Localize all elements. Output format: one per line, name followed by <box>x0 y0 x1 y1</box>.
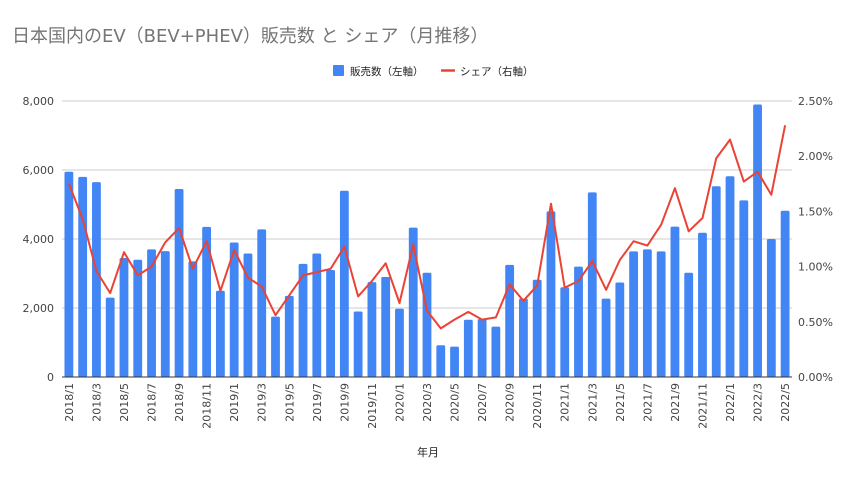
bar-2018-2 <box>78 176 88 377</box>
x-tick-label: 2020/1 <box>393 383 406 422</box>
x-tick-label: 2022/3 <box>752 383 765 422</box>
x-tick-label: 2021/1 <box>559 383 572 422</box>
x-tick-label: 2020/11 <box>531 383 544 429</box>
bar-2020-8 <box>491 326 501 377</box>
x-tick-label: 2019/3 <box>256 383 269 422</box>
bar-2020-10 <box>519 298 528 377</box>
x-tick-label: 2018/1 <box>63 383 76 422</box>
x-tick-label: 2021/11 <box>696 383 709 429</box>
bar-2021-2 <box>574 266 583 377</box>
bar-2022-1 <box>725 176 735 377</box>
y-right-tick-label: 2.50% <box>798 95 833 108</box>
bar-2021-4 <box>601 298 611 377</box>
y-right-tick-label: 0.00% <box>798 371 833 384</box>
bar-2019-5 <box>284 295 294 377</box>
legend-line-label: シェア（右軸） <box>460 65 534 78</box>
y-right-tick-label: 1.50% <box>798 205 833 218</box>
x-tick-label: 2019/11 <box>366 383 379 429</box>
x-axis-title: 年月 <box>417 445 439 459</box>
bar-2018-9 <box>174 188 184 377</box>
x-tick-label: 2018/9 <box>173 383 186 422</box>
bar-2021-10 <box>684 272 694 377</box>
bar-2018-8 <box>160 251 170 377</box>
x-tick-label: 2018/7 <box>146 383 159 422</box>
x-tick-label: 2019/5 <box>283 383 296 422</box>
x-tick-label: 2020/3 <box>421 383 434 422</box>
bar-2021-5 <box>615 282 625 377</box>
bar-2019-11 <box>367 282 377 377</box>
bar-2022-5 <box>780 210 790 377</box>
bar-2020-1 <box>395 308 404 377</box>
bar-2021-3 <box>587 192 597 377</box>
bar-2019-3 <box>257 229 267 377</box>
x-tick-label: 2021/5 <box>614 383 627 422</box>
bar-2019-7 <box>312 253 322 377</box>
bar-2020-5 <box>450 346 459 377</box>
x-tick-label: 2018/5 <box>118 383 131 422</box>
x-tick-label: 2021/7 <box>641 383 654 422</box>
x-tick-label: 2020/7 <box>476 383 489 422</box>
y-left-tick-label: 4,000 <box>23 233 55 246</box>
bar-2022-3 <box>753 104 762 377</box>
x-tick-label: 2018/11 <box>201 383 214 429</box>
bar-2018-3 <box>92 182 101 377</box>
x-tick-label: 2020/9 <box>504 383 517 422</box>
bar-2020-9 <box>505 264 515 377</box>
y-left-tick-label: 0 <box>47 371 54 384</box>
x-tick-label: 2022/1 <box>724 383 737 422</box>
bar-2021-11 <box>698 232 707 377</box>
bar-2020-6 <box>463 319 473 377</box>
bar-2018-12 <box>215 290 225 377</box>
bar-2018-1 <box>64 171 74 377</box>
bar-2021-8 <box>656 251 666 377</box>
y-right-tick-label: 0.50% <box>798 316 833 329</box>
bar-2019-4 <box>271 316 280 377</box>
x-tick-label: 2018/3 <box>90 383 103 422</box>
bar-2019-9 <box>339 190 349 377</box>
bar-2021-1 <box>560 287 570 377</box>
y-left-tick-label: 6,000 <box>23 164 55 177</box>
bar-2021-12 <box>711 186 721 377</box>
y-right-tick-label: 1.00% <box>798 261 833 274</box>
x-tick-label: 2019/1 <box>228 383 241 422</box>
x-tick-label: 2021/3 <box>586 383 599 422</box>
x-tick-label: 2020/5 <box>449 383 462 422</box>
bar-2020-2 <box>408 227 418 377</box>
y-left-tick-label: 8,000 <box>23 95 55 108</box>
x-tick-label: 2019/7 <box>311 383 324 422</box>
bar-2019-12 <box>381 276 391 377</box>
bar-2019-6 <box>298 263 308 377</box>
bar-2019-1 <box>229 242 239 377</box>
bar-2018-6 <box>133 259 143 377</box>
bar-2018-5 <box>119 257 129 377</box>
bar-2018-11 <box>202 226 212 377</box>
bar-2020-4 <box>436 345 446 377</box>
bar-2019-2 <box>243 253 253 377</box>
bar-2022-4 <box>766 239 776 377</box>
y-right-tick-label: 2.00% <box>798 150 833 163</box>
legend-bar-label: 販売数（左軸） <box>350 65 424 78</box>
bar-2018-10 <box>188 261 198 377</box>
bar-2019-10 <box>353 311 363 377</box>
bar-2018-7 <box>147 249 156 377</box>
bar-2020-11 <box>532 279 542 377</box>
bar-2021-6 <box>629 251 639 377</box>
bar-2022-2 <box>739 200 749 377</box>
bar-2021-9 <box>670 226 680 377</box>
bar-2020-3 <box>422 272 432 377</box>
bar-2020-7 <box>477 319 487 377</box>
bar-2020-12 <box>546 211 556 377</box>
x-tick-label: 2019/9 <box>338 383 351 422</box>
bar-2021-7 <box>642 249 652 377</box>
y-left-tick-label: 2,000 <box>23 302 55 315</box>
x-tick-label: 2022/5 <box>779 383 792 422</box>
chart-title: 日本国内のEV（BEV+PHEV）販売数 と シェア（月推移） <box>12 26 489 47</box>
x-tick-label: 2021/9 <box>669 383 682 422</box>
bar-2019-8 <box>326 270 335 377</box>
legend-bar-swatch <box>333 65 344 76</box>
bar-2018-4 <box>105 297 115 377</box>
